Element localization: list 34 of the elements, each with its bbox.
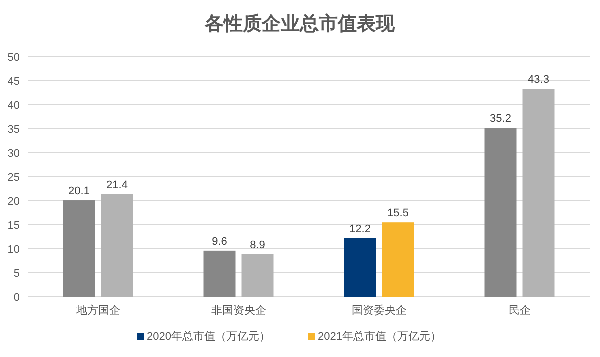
x-tick-label: 国资委央企 [352, 304, 407, 317]
x-tick-label: 民企 [508, 305, 531, 317]
y-tick-label: 40 [8, 100, 20, 112]
y-tick-label: 35 [8, 124, 20, 136]
bar [63, 200, 96, 297]
y-tick-label: 50 [8, 52, 20, 64]
data-label: 43.3 [528, 74, 550, 86]
bar [484, 128, 517, 297]
x-tick-label: 地方国企 [75, 304, 120, 317]
bar [382, 222, 414, 297]
bar [522, 89, 555, 297]
y-tick-label: 25 [8, 172, 20, 184]
legend-label: 2021年总市值（万亿元） [318, 330, 442, 343]
y-tick-label: 30 [8, 148, 20, 160]
y-tick-label: 45 [8, 76, 20, 88]
data-label: 8.9 [250, 239, 266, 252]
y-tick-label: 20 [8, 196, 20, 208]
bar [344, 238, 376, 297]
y-tick-label: 0 [14, 292, 20, 304]
data-label: 12.2 [350, 223, 371, 236]
data-label: 21.4 [106, 179, 128, 192]
legend-label: 2020年总市值（万亿元） [147, 330, 270, 343]
data-label: 9.6 [212, 236, 228, 248]
chart-title: 各性质企业总市值表现 [204, 13, 396, 35]
y-tick-label: 15 [8, 220, 20, 232]
y-tick-label: 10 [8, 244, 20, 256]
data-label: 15.5 [388, 208, 409, 220]
data-label: 20.1 [68, 186, 90, 198]
bar [204, 250, 236, 297]
y-tick-label: 5 [14, 268, 20, 280]
data-label: 35.2 [490, 113, 512, 126]
bar [101, 194, 134, 297]
x-tick-label: 非国资央企 [211, 304, 266, 317]
bar [242, 254, 274, 297]
